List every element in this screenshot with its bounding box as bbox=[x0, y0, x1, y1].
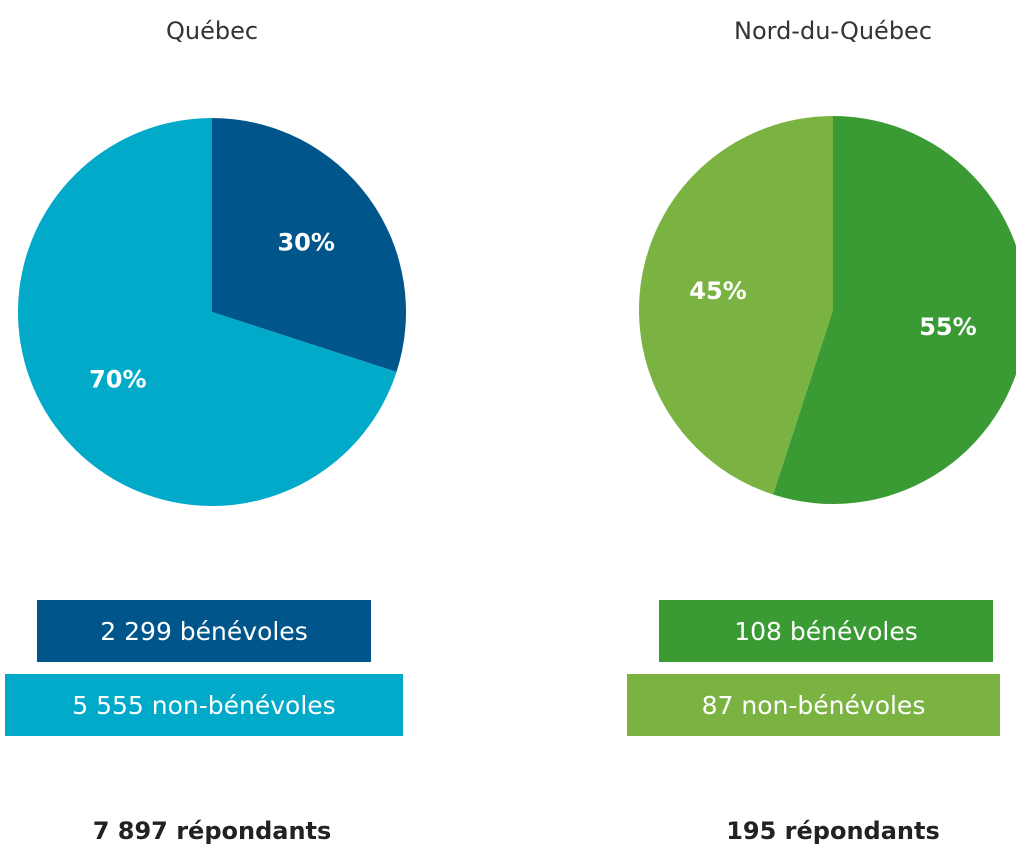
slice-label: 55% bbox=[919, 313, 976, 341]
legend-label: 87 non-bénévoles bbox=[702, 691, 926, 720]
slice-label: 45% bbox=[689, 277, 746, 305]
slice-label: 70% bbox=[89, 365, 146, 393]
pie-slice bbox=[212, 118, 406, 372]
pie-slice bbox=[773, 116, 1016, 504]
legend-swatch bbox=[627, 674, 1000, 736]
slice-label: 30% bbox=[277, 229, 334, 257]
chart-title: Québec bbox=[166, 17, 258, 45]
legend-swatch bbox=[5, 674, 403, 736]
respondents-note: 195 répondants bbox=[726, 817, 940, 845]
chart-title: Nord-du-Québec bbox=[734, 17, 932, 45]
legend-swatch bbox=[659, 600, 993, 662]
legend-label: 2 299 bénévoles bbox=[100, 617, 307, 646]
respondents-note: 7 897 répondants bbox=[93, 817, 332, 845]
legend-label: 108 bénévoles bbox=[734, 617, 918, 646]
pie-slice bbox=[17, 118, 397, 506]
legend-label: 5 555 non-bénévoles bbox=[72, 691, 335, 720]
legend-swatch bbox=[37, 600, 371, 662]
pie-slice bbox=[639, 116, 833, 495]
